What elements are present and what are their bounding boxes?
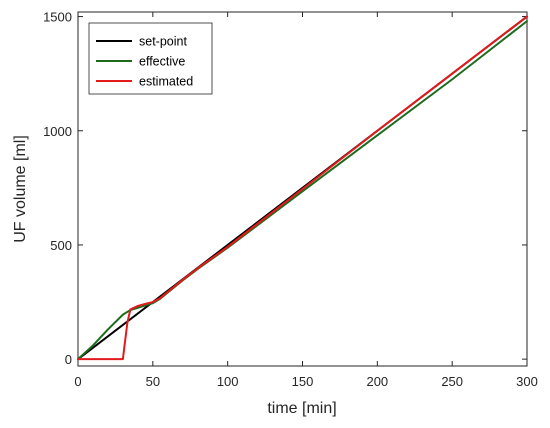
x-tick-label: 300 xyxy=(516,374,538,389)
y-axis-label: UF volume [ml] xyxy=(12,135,29,243)
y-tick-label: 1000 xyxy=(43,124,72,139)
legend: set-point effective estimated xyxy=(88,22,213,95)
x-tick-label: 250 xyxy=(441,374,463,389)
x-tick-label: 150 xyxy=(292,374,314,389)
legend-label: estimated xyxy=(139,75,193,89)
legend-items: set-point effective estimated xyxy=(96,35,193,89)
x-tick-label: 50 xyxy=(146,374,160,389)
series-line-estimated xyxy=(77,15,528,361)
x-axis-label: time [min] xyxy=(267,400,336,417)
x-tick-label: 200 xyxy=(366,374,388,389)
legend-label: set-point xyxy=(139,35,187,49)
y-tick-label: 500 xyxy=(50,238,72,253)
series-group xyxy=(77,15,528,361)
x-tick-label: 0 xyxy=(74,374,81,389)
legend-label: effective xyxy=(139,55,185,69)
y-tick-label: 1500 xyxy=(43,10,72,25)
x-tick-label: 100 xyxy=(217,374,239,389)
legend-box xyxy=(88,22,213,95)
y-tick-label: 0 xyxy=(65,352,72,367)
axes: 0 50 100 150 200 250 300 0 500 1000 1500 xyxy=(43,10,538,389)
